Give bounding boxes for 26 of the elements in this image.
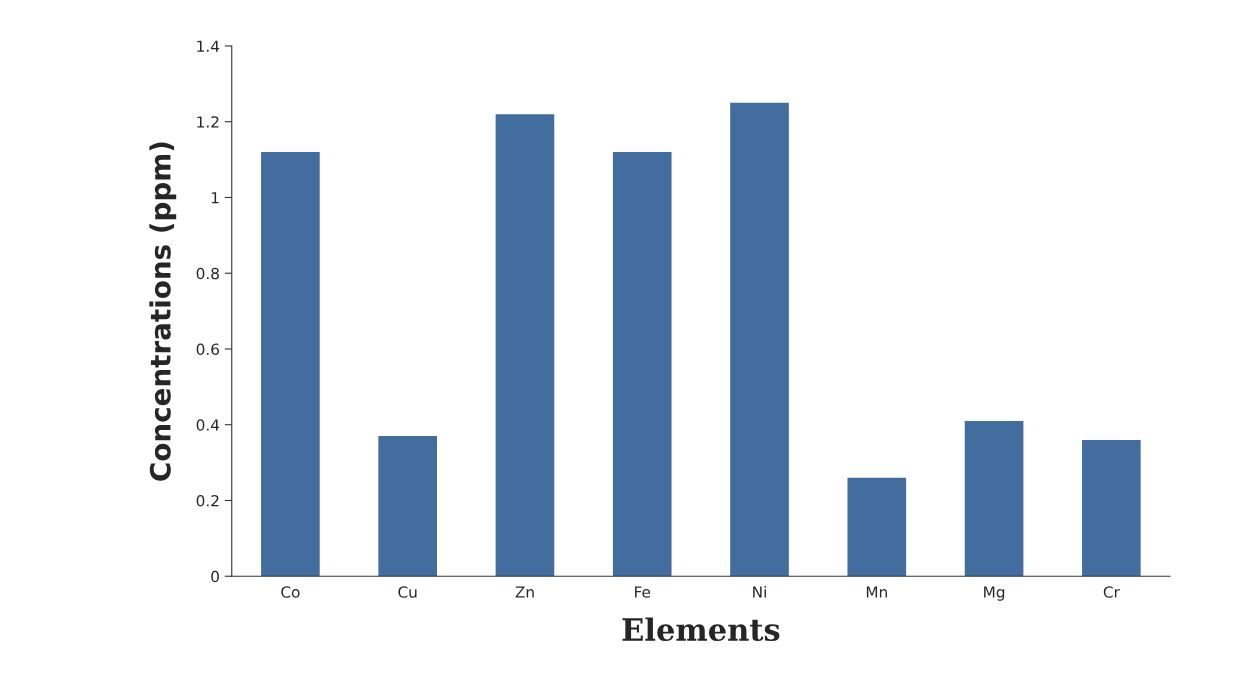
- y-tick-label: 0.6: [196, 343, 219, 355]
- x-tick-label: Zn: [515, 586, 534, 598]
- y-tick-label: 0: [211, 570, 219, 583]
- bar: [378, 436, 437, 577]
- y-axis-title: Concentrations (ppm): [149, 142, 177, 481]
- x-axis-title: Elements: [622, 617, 780, 642]
- bar: [964, 420, 1024, 577]
- x-tick-label: Fe: [635, 586, 651, 598]
- x-tick-label: Cu: [398, 586, 417, 598]
- bar: [847, 477, 907, 577]
- bar: [730, 102, 789, 577]
- x-tick-label: Mn: [866, 586, 887, 598]
- x-tick-label: Co: [281, 586, 300, 598]
- y-tick-label: 1.2: [197, 116, 219, 128]
- y-tick-label: 0.4: [196, 419, 220, 431]
- bar: [1082, 439, 1141, 577]
- x-tick-label: Mg: [984, 586, 1005, 601]
- y-tick-label: 0.8: [196, 267, 219, 280]
- x-tick-label: Cr: [1103, 586, 1120, 598]
- bar: [612, 152, 672, 577]
- y-tick-label: 1: [211, 192, 219, 204]
- bar: [261, 152, 320, 577]
- y-tick-label: 1.4: [197, 40, 220, 52]
- bar: [495, 114, 555, 577]
- x-tick-label: Ni: [753, 585, 766, 598]
- y-tick-label: 0.2: [196, 494, 219, 507]
